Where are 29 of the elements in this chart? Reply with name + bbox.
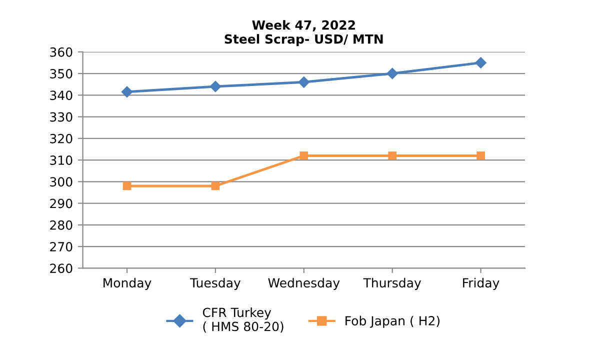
point xyxy=(211,182,220,190)
y-tick-label: 330 xyxy=(50,112,72,122)
x-tick-label: Thursday xyxy=(363,278,422,290)
point xyxy=(122,182,132,190)
legend-label: CFR Turkey ( HMS 80-20) xyxy=(202,308,284,333)
point xyxy=(476,152,485,160)
y-tick-label: 300 xyxy=(50,177,72,187)
x-tick-label: Friday xyxy=(463,278,500,290)
y-tick-label: 340 xyxy=(50,90,72,100)
x-tick-label: Wednesday xyxy=(268,278,340,290)
point xyxy=(210,80,222,92)
y-tick-label: 310 xyxy=(50,155,72,165)
y-tick-label: 280 xyxy=(50,220,72,230)
y-tick-label: 260 xyxy=(50,264,72,274)
x-tick-label: Monday xyxy=(104,278,152,290)
y-tick-label: 290 xyxy=(50,198,72,208)
point xyxy=(298,76,310,88)
y-tick-label: 270 xyxy=(50,242,72,252)
x-tick-label: Tuesday xyxy=(190,278,241,290)
point xyxy=(475,57,486,68)
point xyxy=(300,152,308,160)
y-tick-label: 360 xyxy=(50,47,72,57)
point xyxy=(386,68,398,80)
point xyxy=(121,86,133,98)
y-tick-label: 320 xyxy=(50,134,72,144)
point xyxy=(388,152,397,160)
y-tick-label: 350 xyxy=(50,68,72,78)
legend-label: Fob Japan ( H2) xyxy=(346,316,440,328)
chart-title: Week 47, 2022 Steel Scrap- USD/ MTN xyxy=(224,20,383,46)
